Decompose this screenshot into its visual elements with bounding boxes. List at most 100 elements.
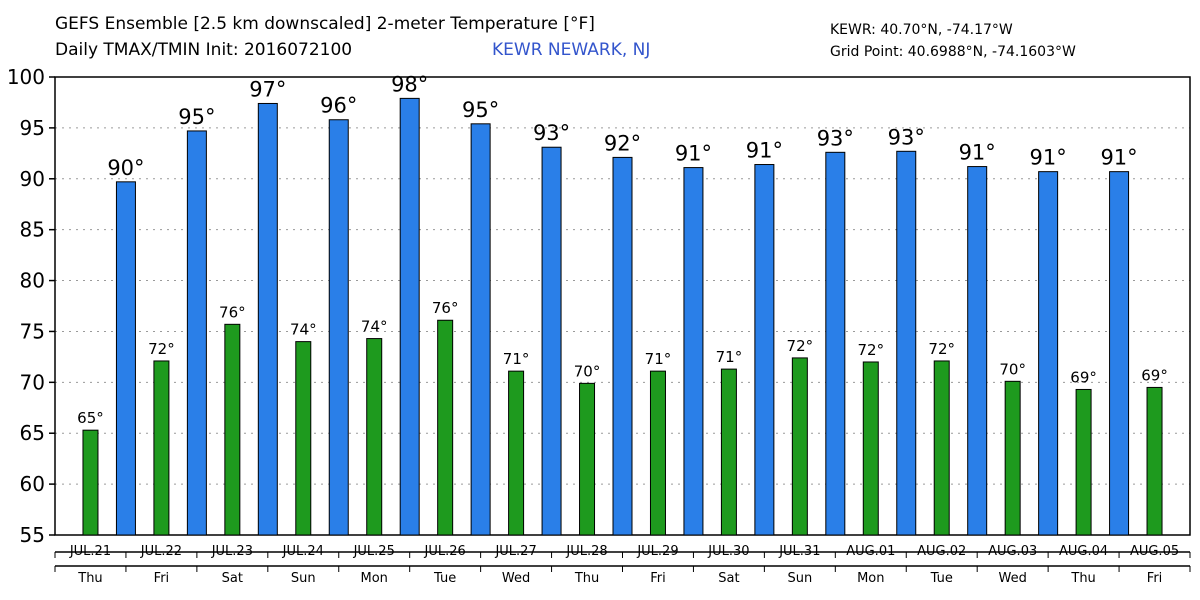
day-tick-label: Tue bbox=[930, 571, 953, 586]
tmax-bar bbox=[541, 146, 562, 536]
grid-point-coordinates: Grid Point: 40.6988°N, -74.1603°W bbox=[830, 44, 1076, 60]
date-tick-label: AUG.02 bbox=[917, 544, 966, 559]
tmin-data-label: 71° bbox=[645, 350, 672, 368]
tmax-data-label: 91° bbox=[1030, 146, 1067, 170]
tmax-bar bbox=[186, 130, 207, 536]
date-tick-label: JUL.29 bbox=[636, 544, 678, 559]
tmax-bar bbox=[754, 164, 775, 536]
tmin-bar bbox=[1146, 386, 1163, 536]
tmin-bar bbox=[720, 368, 737, 536]
tmax-data-label: 91° bbox=[1100, 146, 1137, 170]
tmax-data-label: 98° bbox=[391, 72, 428, 96]
location-label: KEWR NEWARK, NJ bbox=[492, 40, 651, 60]
tmin-data-label: 74° bbox=[290, 321, 317, 339]
day-tick-label: Sat bbox=[718, 571, 739, 586]
y-tick-label: 80 bbox=[20, 269, 45, 293]
tmax-data-label: 90° bbox=[107, 156, 144, 180]
date-tick-label: JUL.28 bbox=[565, 544, 607, 559]
tmin-data-label: 71° bbox=[716, 348, 743, 366]
date-tick-label: JUL.26 bbox=[424, 544, 466, 559]
tmin-bar bbox=[791, 357, 808, 536]
tmin-bar bbox=[933, 360, 950, 536]
tmin-data-label: 72° bbox=[787, 337, 814, 355]
tmax-data-label: 93° bbox=[817, 126, 854, 150]
tmin-bar bbox=[1075, 388, 1092, 536]
tmax-bar bbox=[328, 119, 349, 536]
day-tick-label: Mon bbox=[857, 571, 884, 586]
y-tick-label: 75 bbox=[20, 319, 45, 343]
date-tick-label: AUG.03 bbox=[988, 544, 1037, 559]
y-tick-label: 90 bbox=[20, 167, 45, 191]
tmax-bar bbox=[1038, 171, 1059, 536]
station-coordinates: KEWR: 40.70°N, -74.17°W bbox=[830, 22, 1013, 38]
tmin-bar bbox=[153, 360, 170, 536]
day-tick-label: Fri bbox=[650, 571, 666, 586]
tmax-bar bbox=[470, 123, 491, 536]
date-tick-label: JUL.31 bbox=[778, 544, 820, 559]
tmin-data-label: 76° bbox=[219, 303, 246, 321]
y-tick-label: 60 bbox=[20, 472, 45, 496]
chart-title: GEFS Ensemble [2.5 km downscaled] 2-mete… bbox=[55, 14, 595, 34]
tmax-bar bbox=[967, 166, 988, 536]
tmin-data-label: 65° bbox=[77, 409, 104, 427]
tmin-bar bbox=[579, 382, 596, 536]
day-tick-label: Thu bbox=[574, 571, 599, 586]
tmax-bar bbox=[1109, 171, 1130, 536]
day-tick-label: Mon bbox=[361, 571, 388, 586]
date-tick-label: JUL.23 bbox=[211, 544, 253, 559]
day-tick-label: Thu bbox=[1070, 571, 1095, 586]
tmax-data-label: 95° bbox=[178, 105, 215, 129]
day-tick-label: Wed bbox=[502, 571, 530, 586]
tmin-bar bbox=[366, 338, 383, 536]
tmax-data-label: 92° bbox=[604, 131, 641, 155]
tmin-bar bbox=[295, 341, 312, 536]
date-tick-label: JUL.25 bbox=[353, 544, 395, 559]
date-tick-label: AUG.01 bbox=[846, 544, 895, 559]
tmin-data-label: 70° bbox=[999, 360, 1026, 378]
tmin-data-label: 74° bbox=[361, 318, 388, 336]
y-tick-label: 95 bbox=[20, 116, 45, 140]
tmax-data-label: 95° bbox=[462, 98, 499, 122]
date-tick-label: AUG.04 bbox=[1059, 544, 1108, 559]
tmin-data-label: 70° bbox=[574, 362, 601, 380]
tmin-bar bbox=[437, 319, 454, 536]
tmin-bar bbox=[508, 370, 525, 536]
tmax-bar bbox=[612, 156, 633, 536]
tmin-data-label: 72° bbox=[857, 341, 884, 359]
tmax-data-label: 93° bbox=[888, 125, 925, 149]
day-tick-label: Tue bbox=[433, 571, 456, 586]
day-tick-label: Fri bbox=[154, 571, 170, 586]
tmax-bar bbox=[683, 167, 704, 536]
day-tick-label: Sat bbox=[222, 571, 243, 586]
day-tick-label: Fri bbox=[1147, 571, 1163, 586]
chart-subtitle: Daily TMAX/TMIN Init: 2016072100 bbox=[55, 40, 353, 60]
tmin-data-label: 76° bbox=[432, 299, 459, 317]
tmax-data-label: 96° bbox=[320, 94, 357, 118]
date-tick-label: JUL.24 bbox=[282, 544, 324, 559]
tmax-data-label: 91° bbox=[746, 139, 783, 163]
date-tick-label: JUL.27 bbox=[494, 544, 536, 559]
tmin-bar bbox=[1004, 380, 1021, 536]
tmax-data-label: 91° bbox=[959, 141, 996, 165]
day-tick-label: Wed bbox=[998, 571, 1026, 586]
tmin-data-label: 71° bbox=[503, 350, 530, 368]
tmin-data-label: 72° bbox=[148, 340, 175, 358]
tmax-data-label: 91° bbox=[675, 142, 712, 166]
tmin-bar bbox=[862, 361, 879, 536]
tmin-data-label: 72° bbox=[928, 340, 955, 358]
tmin-data-label: 69° bbox=[1141, 366, 1168, 384]
tmin-bar bbox=[224, 323, 241, 536]
y-tick-label: 55 bbox=[20, 523, 45, 547]
tmin-bar bbox=[82, 429, 99, 536]
tmin-data-label: 69° bbox=[1070, 368, 1097, 386]
day-tick-label: Sun bbox=[787, 571, 812, 586]
day-tick-label: Thu bbox=[77, 571, 102, 586]
tmax-data-label: 93° bbox=[533, 121, 570, 145]
tmin-bar bbox=[649, 370, 666, 536]
day-tick-label: Sun bbox=[291, 571, 316, 586]
y-tick-label: 85 bbox=[20, 218, 45, 242]
tmax-bar bbox=[257, 102, 278, 536]
date-tick-label: AUG.05 bbox=[1130, 544, 1179, 559]
tmax-bar bbox=[896, 150, 917, 536]
